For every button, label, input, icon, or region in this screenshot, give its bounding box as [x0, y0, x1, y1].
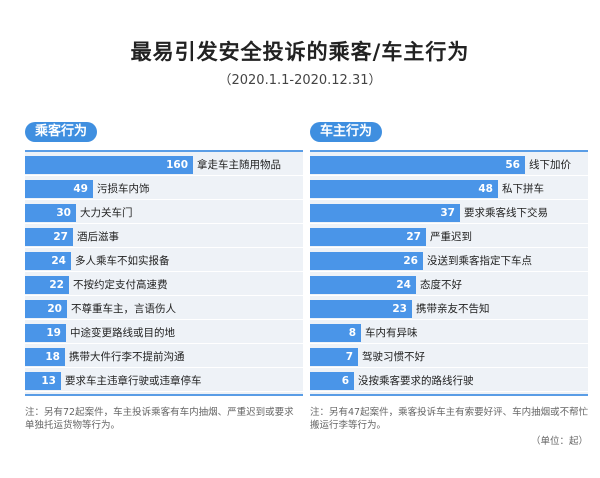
passenger-bar-chart: 160 拿走车主随用物品 49 污损车内饰 30 大力关车门 27 酒后滋事 24 多人乘车不如实…: [25, 150, 303, 396]
bar: [25, 276, 69, 294]
bar-row: 48 私下拼车: [310, 179, 588, 200]
bar-row: 56 线下加价: [310, 155, 588, 176]
bar-category-label: 酒后滋事: [77, 231, 119, 243]
bar: [310, 372, 354, 390]
bar: [310, 252, 423, 270]
bar-row: 8 车内有异味: [310, 323, 588, 344]
bar-row: 24 态度不好: [310, 275, 588, 296]
bar-row: 20 不尊重车主，言语伤人: [25, 299, 303, 320]
bar-value-label: 6: [341, 375, 349, 387]
bar-row: 27 严重迟到: [310, 227, 588, 248]
bar-row: 24 多人乘车不如实报备: [25, 251, 303, 272]
bar-value-label: 24: [396, 279, 411, 291]
date-range: （2020.1.1-2020.12.31）: [218, 73, 382, 88]
bar-row: 7 驾驶习惯不好: [310, 347, 588, 368]
bar: [310, 228, 426, 246]
bar: [25, 228, 73, 246]
bar-category-label: 中途变更路线或目的地: [70, 327, 175, 339]
bar-value-label: 27: [406, 231, 421, 243]
bar-category-label: 不按约定支付高速费: [73, 279, 168, 291]
bar-category-label: 不尊重车主，言语伤人: [71, 303, 176, 315]
bar-value-label: 26: [403, 255, 418, 267]
bar-category-label: 没按乘客要求的路线行驶: [358, 375, 474, 387]
bar-row: 49 污损车内饰: [25, 179, 303, 200]
bar-category-label: 携带大件行李不提前沟通: [69, 351, 185, 363]
bar-category-label: 要求车主违章行驶或违章停车: [65, 375, 202, 387]
bar-value-label: 30: [56, 207, 71, 219]
bar-category-label: 线下加价: [529, 159, 571, 171]
bar-category-label: 携带亲友不告知: [416, 303, 490, 315]
bar-value-label: 8: [348, 327, 356, 339]
bar: [25, 252, 71, 270]
bar: [310, 156, 525, 174]
bar: [310, 180, 498, 198]
bar-row: 37 要求乘客线下交易: [310, 203, 588, 224]
bar: [310, 276, 416, 294]
passenger-panel: 乘客行为 160 拿走车主随用物品 49 污损车内饰 30 大力关车门 27 酒后滋事 24 多人…: [25, 120, 303, 396]
bar-value-label: 22: [49, 279, 64, 291]
bar-row: 6 没按乘客要求的路线行驶: [310, 371, 588, 392]
bar-row: 18 携带大件行李不提前沟通: [25, 347, 303, 368]
bar-row: 22 不按约定支付高速费: [25, 275, 303, 296]
bar-category-label: 车内有异味: [365, 327, 418, 339]
bar-value-label: 160: [166, 159, 188, 171]
bar-category-label: 驾驶习惯不好: [362, 351, 425, 363]
unit-label: （单位：起）: [530, 436, 588, 447]
bar-value-label: 48: [478, 183, 493, 195]
bar-value-label: 20: [47, 303, 62, 315]
bar: [310, 204, 460, 222]
bar-category-label: 拿走车主随用物品: [197, 159, 281, 171]
bar-category-label: 态度不好: [420, 279, 462, 291]
bar: [310, 300, 412, 318]
bar-value-label: 24: [51, 255, 66, 267]
driver-note: 注：另有47起案件，乘客投诉车主有索要好评、车内抽烟或不帮忙搬运行李等行为。: [310, 407, 589, 431]
driver-behavior-tag: 车主行为: [310, 122, 383, 142]
bar-row: 27 酒后滋事: [25, 227, 303, 248]
bar-value-label: 18: [45, 351, 60, 363]
bar-row: 13 要求车主违章行驶或违章停车: [25, 371, 303, 392]
bar-category-label: 没送到乘客指定下车点: [427, 255, 532, 267]
bar-value-label: 23: [392, 303, 407, 315]
bar: [25, 156, 193, 174]
bar-row: 19 中途变更路线或目的地: [25, 323, 303, 344]
passenger-behavior-tag: 乘客行为: [25, 122, 98, 142]
bar: [25, 324, 66, 342]
bar-category-label: 污损车内饰: [97, 183, 150, 195]
driver-bar-chart: 56 线下加价 48 私下拼车 37 要求乘客线下交易 27 严重迟到 26 没送到乘客指定下车点…: [310, 150, 588, 396]
bar: [25, 348, 65, 366]
bar-category-label: 私下拼车: [502, 183, 544, 195]
bar-value-label: 56: [505, 159, 520, 171]
bar-category-label: 要求乘客线下交易: [464, 207, 548, 219]
bar-value-label: 19: [46, 327, 61, 339]
bar-value-label: 13: [41, 375, 56, 387]
bar: [25, 300, 67, 318]
bar: [25, 180, 93, 198]
bar-category-label: 严重迟到: [430, 231, 472, 243]
bar-row: 23 携带亲友不告知: [310, 299, 588, 320]
passenger-note: 注：另有72起案件，车主投诉乘客有车内抽烟、严重迟到或要求单独托运货物等行为。: [25, 407, 294, 431]
bar-row: 26 没送到乘客指定下车点: [310, 251, 588, 272]
bar-row: 30 大力关车门: [25, 203, 303, 224]
bar-category-label: 大力关车门: [80, 207, 133, 219]
bar-value-label: 49: [73, 183, 88, 195]
page-title: 最易引发安全投诉的乘客/车主行为: [130, 40, 470, 64]
bar-value-label: 37: [440, 207, 455, 219]
bar: [310, 348, 358, 366]
bar: [25, 204, 76, 222]
bar: [310, 324, 361, 342]
driver-panel: 车主行为 56 线下加价 48 私下拼车 37 要求乘客线下交易 27 严重迟到 26 没送到乘客…: [310, 120, 588, 396]
bar-value-label: 7: [345, 351, 353, 363]
bar: [25, 372, 61, 390]
bar-category-label: 多人乘车不如实报备: [75, 255, 170, 267]
bar-value-label: 27: [53, 231, 68, 243]
bar-row: 160 拿走车主随用物品: [25, 155, 303, 176]
